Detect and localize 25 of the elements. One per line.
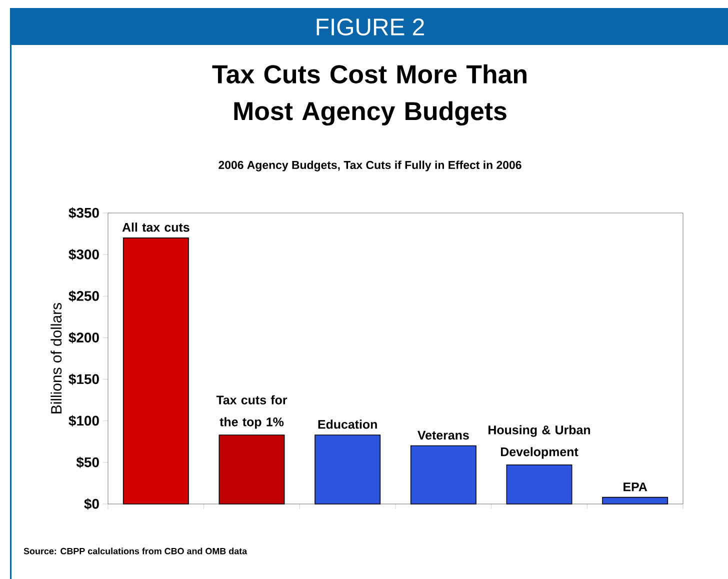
x-tick-label: All tax cuts: [122, 222, 190, 232]
chart-subtitle: 2006 Agency Budgets, Tax Cuts if Fully in Effect in 2006: [218, 160, 522, 172]
y-tick-label: $100: [68, 415, 99, 427]
y-tick-label: $250: [68, 290, 99, 302]
x-tick-label: Housing & Urban Development: [488, 425, 590, 459]
bar: [410, 445, 476, 504]
bar: [122, 238, 189, 504]
x-tick-label: Education: [318, 420, 377, 429]
chart-title: Tax Cuts Cost More Than Most Agency Budgets: [212, 64, 526, 126]
y-tick-label: $0: [84, 498, 99, 510]
x-tick-label: EPA: [624, 482, 648, 492]
bar: [314, 434, 381, 504]
y-tick-label: $200: [68, 332, 99, 344]
bar: [602, 496, 668, 504]
bar: [218, 434, 285, 504]
caption: FIGURE 2: [316, 18, 424, 36]
y-tick-label: $50: [76, 456, 99, 468]
y-axis-title: Billions of dollars: [50, 303, 62, 414]
y-tick-label: $300: [68, 248, 99, 260]
x-tick-label: Veterans: [418, 430, 469, 440]
source-note: Source: CBPP calculations from CBO and OMB data: [24, 548, 248, 554]
x-tick-label: Tax cuts for the top 1%: [216, 395, 288, 429]
bar: [506, 464, 572, 504]
y-tick-label: $350: [68, 207, 99, 219]
y-tick-label: $150: [68, 374, 99, 385]
